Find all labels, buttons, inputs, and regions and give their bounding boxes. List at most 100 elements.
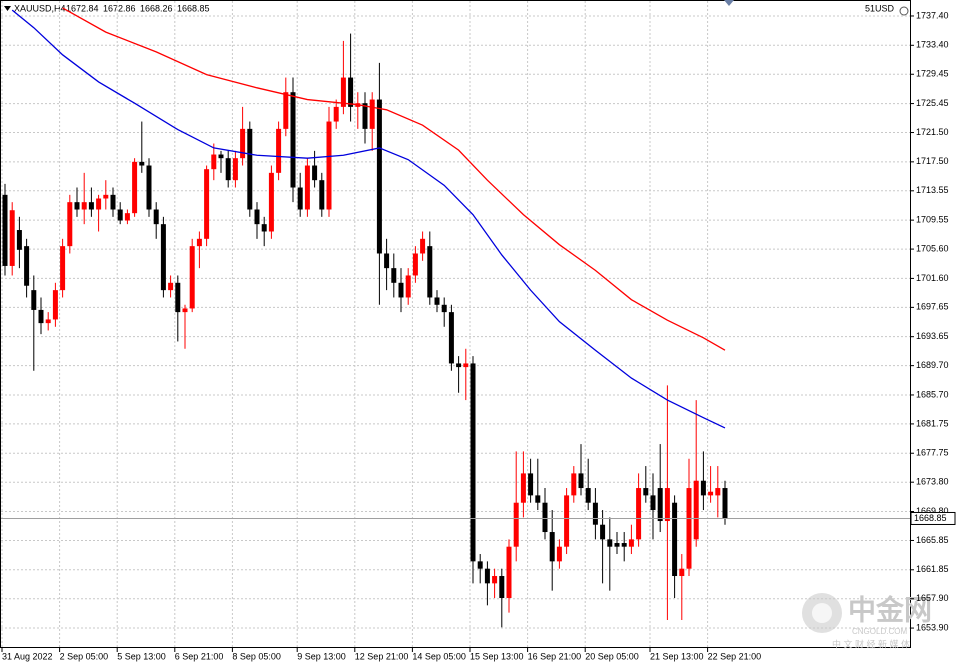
candle-body [2, 194, 8, 266]
candle-body [607, 539, 613, 547]
candle-body [369, 99, 375, 129]
candle-body [304, 165, 310, 210]
candle-body [564, 495, 570, 547]
candle-body [67, 202, 73, 247]
candle-body [672, 502, 678, 577]
candle-body [326, 121, 332, 210]
candle-body [477, 561, 483, 569]
candle-body [297, 187, 303, 210]
current-price-label: 1668.85 [914, 513, 947, 523]
candle-body [168, 282, 174, 291]
candle-body [456, 363, 462, 368]
y-tick-label: 1713.55 [916, 185, 949, 195]
candle-body [520, 473, 526, 503]
candle-body [232, 158, 238, 181]
candle-body [398, 282, 404, 298]
candle-body [16, 230, 22, 250]
candle-body [96, 198, 102, 210]
candle-body [412, 253, 418, 276]
y-tick-label: 1673.80 [916, 477, 949, 487]
x-tick-label: 22 Sep 21:00 [708, 651, 762, 661]
candle-body [319, 180, 325, 210]
candle-body [686, 488, 692, 569]
candle-body [506, 546, 512, 599]
candle-body [715, 488, 721, 496]
candle-body [384, 253, 390, 269]
candle-body [664, 488, 670, 522]
candle-body [405, 275, 411, 298]
y-tick-label: 1685.70 [916, 389, 949, 399]
candle-body [268, 172, 274, 232]
x-tick-label: 6 Sep 21:00 [175, 651, 224, 661]
candle-body [636, 488, 642, 540]
x-tick-label: 12 Sep 21:00 [355, 651, 409, 661]
candle-body [693, 480, 699, 540]
plot-frame [0, 0, 911, 648]
x-tick-label: 9 Sep 13:00 [297, 651, 346, 661]
candle-body [254, 209, 260, 225]
candle-body [362, 103, 368, 129]
x-tick-label: 14 Sep 05:00 [412, 651, 466, 661]
close-icon [899, 6, 909, 16]
candle-body [146, 165, 152, 210]
y-tick-label: 1657.90 [916, 593, 949, 603]
candle-body [24, 246, 30, 286]
y-tick-label: 1737.40 [916, 10, 949, 20]
candle-body [204, 169, 210, 239]
y-tick-label: 1669.80 [916, 506, 949, 516]
candle-body [492, 576, 498, 584]
header-value: 1668.26 [140, 3, 173, 13]
y-tick-label: 1661.85 [916, 564, 949, 574]
candle-body [391, 268, 397, 283]
candle-body [117, 209, 123, 221]
candle-body [9, 210, 15, 266]
watermark-slogan: 中 文 财 经 新 媒 体 [832, 638, 910, 649]
candle-body [499, 576, 505, 599]
candle-body [88, 202, 94, 210]
candle-body [290, 92, 296, 188]
candle-body [189, 246, 195, 309]
candle-body [240, 128, 246, 159]
candle-body [132, 161, 138, 214]
candle-body [427, 246, 433, 298]
y-tick-label: 1733.40 [916, 40, 949, 50]
candle-body [571, 473, 577, 496]
candle-body [700, 480, 706, 496]
candle-body [722, 488, 728, 519]
x-tick-label: 5 Sep 13:00 [117, 651, 166, 661]
header-value: 1668.85 [177, 3, 210, 13]
candle-body [348, 77, 354, 107]
candle-body [420, 238, 426, 254]
candle-body [211, 154, 217, 170]
candle-body [650, 495, 656, 511]
candle-body [643, 488, 649, 496]
candle-body [175, 282, 181, 313]
header-value: 1672.84 [66, 3, 99, 13]
candle-body [549, 532, 555, 562]
moving-average [62, 7, 726, 351]
symbol-label: XAUUSD,H4 [14, 3, 66, 13]
candle-body [340, 77, 346, 107]
candle-body [312, 165, 318, 181]
candle-body [38, 309, 44, 324]
candle-body [52, 290, 58, 320]
candle-body [600, 524, 606, 540]
candle-body [657, 488, 663, 522]
candle-body [196, 238, 202, 247]
candle-body [448, 312, 454, 364]
candle-body [81, 202, 87, 210]
candle-body [376, 99, 382, 254]
candle-body [160, 224, 166, 291]
candle-body [103, 194, 109, 199]
x-tick-label: 8 Sep 05:00 [232, 651, 281, 661]
y-tick-label: 1665.85 [916, 535, 949, 545]
candle-body [585, 488, 591, 503]
y-tick-label: 1693.65 [916, 331, 949, 341]
candle-body [182, 308, 188, 313]
candle-body [333, 106, 339, 122]
y-tick-label: 1653.90 [916, 622, 949, 632]
watermark-site: CNGOLD.COM [852, 627, 907, 636]
candle-body [513, 502, 519, 547]
candle-body [470, 363, 476, 562]
